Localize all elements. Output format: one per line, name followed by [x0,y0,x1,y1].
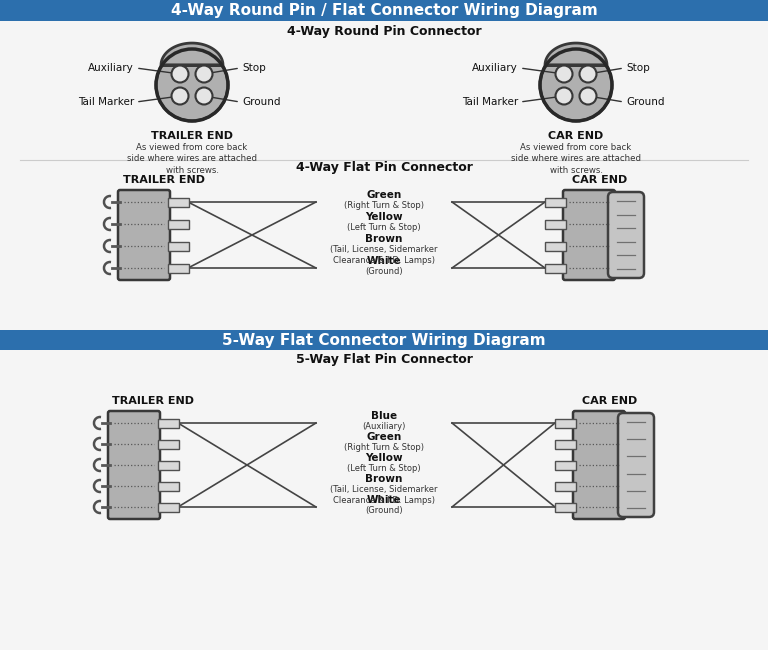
Text: Stop: Stop [242,63,266,73]
FancyBboxPatch shape [554,439,575,448]
FancyBboxPatch shape [554,419,575,428]
Text: Yellow: Yellow [366,212,402,222]
Circle shape [540,49,612,121]
Text: Green: Green [366,190,402,200]
Text: Tail Marker: Tail Marker [462,97,518,107]
Text: CAR END: CAR END [572,175,627,185]
Text: Stop: Stop [626,63,650,73]
FancyBboxPatch shape [118,190,170,280]
FancyBboxPatch shape [167,220,188,229]
Bar [0,0,768,21]
FancyBboxPatch shape [608,192,644,278]
Text: Green: Green [366,432,402,442]
Text: TRAILER END: TRAILER END [123,175,205,185]
FancyBboxPatch shape [167,242,188,250]
Polygon shape [545,43,607,65]
Text: (Auxiliary): (Auxiliary) [362,422,406,431]
Text: 5-Way Flat Connector Wiring Diagram: 5-Way Flat Connector Wiring Diagram [222,333,546,348]
FancyBboxPatch shape [545,263,565,272]
Circle shape [196,66,213,83]
FancyBboxPatch shape [545,220,565,229]
Text: Brown: Brown [366,474,402,484]
FancyBboxPatch shape [157,460,178,469]
Circle shape [171,88,188,105]
FancyBboxPatch shape [108,411,160,519]
FancyBboxPatch shape [157,439,178,448]
Text: As viewed from core back
side where wires are attached
with screws.: As viewed from core back side where wire… [127,143,257,175]
FancyBboxPatch shape [554,482,575,491]
Circle shape [580,88,597,105]
FancyBboxPatch shape [563,190,615,280]
Text: TRAILER END: TRAILER END [112,396,194,406]
Text: 4-Way Flat Pin Connector: 4-Way Flat Pin Connector [296,161,472,174]
Text: White: White [366,256,402,266]
FancyBboxPatch shape [618,413,654,517]
Text: (Tail, License, Sidemarker
Clearance & I.D. Lamps): (Tail, License, Sidemarker Clearance & I… [330,485,438,505]
FancyBboxPatch shape [554,502,575,512]
Polygon shape [161,43,223,65]
FancyBboxPatch shape [545,242,565,250]
Text: CAR END: CAR END [582,396,637,406]
FancyBboxPatch shape [545,198,565,207]
Text: 4-Way Round Pin / Flat Connector Wiring Diagram: 4-Way Round Pin / Flat Connector Wiring … [170,3,598,18]
Text: TRAILER END: TRAILER END [151,131,233,141]
FancyBboxPatch shape [157,482,178,491]
Text: Yellow: Yellow [366,453,402,463]
Text: (Right Turn & Stop): (Right Turn & Stop) [344,443,424,452]
Circle shape [171,66,188,83]
Circle shape [196,88,213,105]
Text: CAR END: CAR END [548,131,604,141]
Circle shape [580,66,597,83]
Text: (Ground): (Ground) [366,506,402,515]
Text: (Left Turn & Stop): (Left Turn & Stop) [347,464,421,473]
Bar [0,330,768,350]
Text: 4-Way Round Pin Connector: 4-Way Round Pin Connector [286,25,482,38]
Circle shape [156,49,228,121]
FancyBboxPatch shape [167,198,188,207]
Text: Auxiliary: Auxiliary [472,63,518,73]
Text: Brown: Brown [366,234,402,244]
Text: Ground: Ground [626,97,664,107]
FancyBboxPatch shape [554,460,575,469]
Text: (Ground): (Ground) [366,267,402,276]
FancyBboxPatch shape [157,502,178,512]
FancyBboxPatch shape [573,411,625,519]
Text: Ground: Ground [242,97,280,107]
Text: As viewed from core back
side where wires are attached
with screws.: As viewed from core back side where wire… [511,143,641,175]
Text: Blue: Blue [371,411,397,421]
Circle shape [555,66,572,83]
Text: White: White [366,495,402,505]
FancyBboxPatch shape [157,419,178,428]
FancyBboxPatch shape [167,263,188,272]
Text: Tail Marker: Tail Marker [78,97,134,107]
Text: Auxiliary: Auxiliary [88,63,134,73]
Text: (Tail, License, Sidemarker
Clearance & I.D. Lamps): (Tail, License, Sidemarker Clearance & I… [330,245,438,265]
Text: (Right Turn & Stop): (Right Turn & Stop) [344,201,424,210]
Text: (Left Turn & Stop): (Left Turn & Stop) [347,223,421,232]
Circle shape [555,88,572,105]
Text: 5-Way Flat Pin Connector: 5-Way Flat Pin Connector [296,354,472,367]
